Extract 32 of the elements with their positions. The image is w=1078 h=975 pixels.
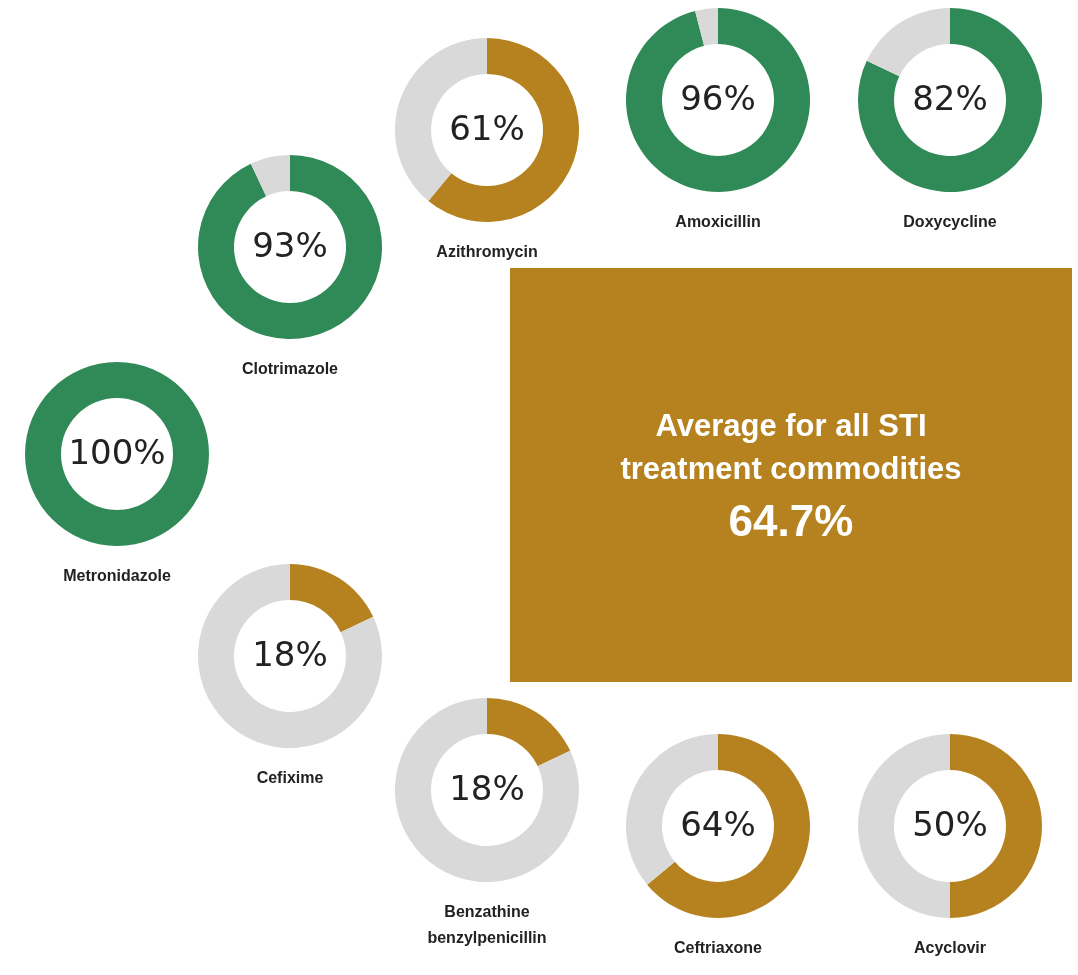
donut-slice <box>858 8 1042 192</box>
data-label: 18% <box>252 634 328 674</box>
data-label: 61% <box>449 108 525 148</box>
text: Acyclovir <box>913 939 987 956</box>
data-label: 18% <box>449 768 525 808</box>
text: Clotrimazole <box>241 360 339 377</box>
donut-slice <box>487 698 571 767</box>
data-label: 96% <box>680 78 756 118</box>
donut-slice <box>395 698 579 882</box>
data-label: 82% <box>912 78 988 118</box>
text: Azithromycin <box>436 243 538 260</box>
donut-slice <box>647 734 810 918</box>
data-label: 64% <box>680 804 756 844</box>
data-label: 50% <box>912 804 988 844</box>
text: 64.7% <box>728 496 854 547</box>
donut-slice <box>428 38 579 222</box>
data-label: 100% <box>68 432 166 472</box>
text: Average for all STI treatment commodities <box>619 406 963 488</box>
donut-slice <box>198 564 382 748</box>
donut-slice <box>695 8 718 46</box>
data-label: 93% <box>252 225 328 265</box>
donut-slice <box>198 155 382 339</box>
text: Doxycycline <box>903 213 997 230</box>
text: Ceftriaxone <box>673 939 763 956</box>
text: Metronidazole <box>63 567 171 584</box>
text: Amoxicillin <box>675 213 761 230</box>
donut-slice <box>626 8 810 192</box>
donut-slice <box>250 155 290 197</box>
donut-slice <box>290 564 374 633</box>
text: Benzathine benzylpenicillin <box>427 903 547 946</box>
donut-slice <box>866 8 950 77</box>
text: Cefixime <box>256 769 324 786</box>
